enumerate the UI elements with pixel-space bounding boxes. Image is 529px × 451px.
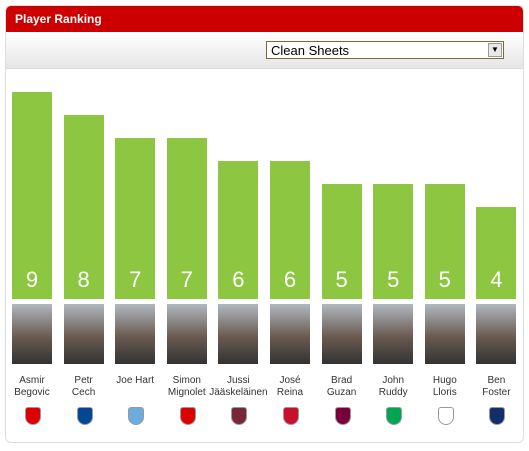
dropdown-text: Clean Sheets (271, 43, 350, 58)
club-badge (283, 407, 299, 425)
value-label: 4 (490, 267, 503, 292)
bar (476, 207, 517, 299)
player-name: Asmir Begovic (14, 375, 50, 398)
player-name: Jussi Jääskeläinen (209, 375, 268, 398)
bar (166, 138, 207, 299)
bar (12, 92, 52, 299)
bar (270, 161, 310, 299)
bar (115, 138, 156, 299)
player-photo[interactable] (12, 304, 52, 364)
club-badge (179, 407, 196, 425)
club-badge (76, 407, 93, 425)
club-badge (334, 407, 351, 425)
player-photo[interactable] (115, 304, 156, 364)
bar (373, 184, 414, 299)
bar (424, 184, 465, 299)
widget: Player Ranking Clean Sheets ▼ 9 Asmir Bego… (5, 5, 524, 443)
player-photo[interactable] (218, 304, 259, 364)
player-photo[interactable] (424, 304, 465, 364)
club-badge (386, 407, 403, 425)
value-label: 9 (25, 267, 39, 292)
player-photo[interactable] (270, 304, 310, 364)
player-name: Ben Foster (482, 375, 511, 398)
toolbar: Clean Sheets ▼ (6, 32, 523, 69)
club-badge (128, 407, 145, 425)
player-photo[interactable] (476, 304, 517, 364)
metric-dropdown[interactable]: Clean Sheets ▼ (266, 41, 504, 59)
player-photo[interactable] (63, 304, 104, 364)
value-label: 7 (129, 267, 142, 292)
player-name: Hugo Lloris (432, 375, 457, 398)
value-label: 5 (387, 267, 400, 292)
value-label: 6 (232, 267, 245, 292)
value-label: 7 (180, 267, 193, 292)
player-name: Brad Guzan (326, 375, 357, 398)
player-name: Petr Cech (71, 375, 96, 398)
player-name: John Ruddy (378, 375, 408, 398)
club-badge (489, 407, 506, 425)
bar (63, 115, 104, 299)
bar (321, 184, 362, 299)
player-name: José Reina (276, 375, 304, 398)
player-name: Joe Hart (116, 375, 155, 386)
player-photo[interactable] (373, 304, 414, 364)
header-title: Player Ranking (6, 6, 523, 32)
value-label: 6 (283, 267, 297, 292)
value-label: 5 (438, 267, 451, 292)
value-label: 5 (335, 267, 348, 292)
club-badge (231, 407, 248, 425)
club-badge (25, 407, 41, 425)
value-label: 8 (77, 267, 90, 292)
player-name: Simon Mignolet (167, 375, 206, 398)
dropdown-arrow[interactable]: ▼ (488, 43, 502, 57)
player-photo[interactable] (166, 304, 207, 364)
bar (218, 161, 259, 299)
club-badge (437, 407, 454, 425)
player-photo[interactable] (321, 304, 362, 364)
